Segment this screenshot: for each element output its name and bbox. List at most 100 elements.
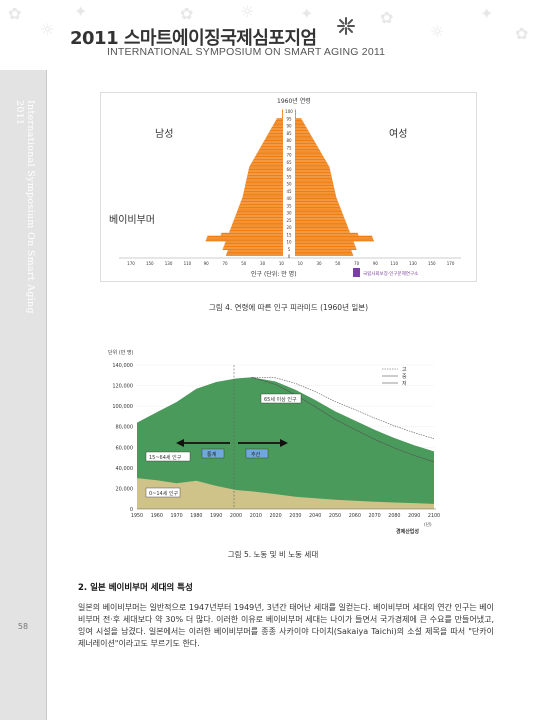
age-tick: 50: [286, 182, 292, 187]
area-x-tick: 2080: [388, 513, 400, 519]
pyramid-bar-male: [206, 237, 283, 239]
pyramid-bar-male: [247, 171, 283, 174]
pyramid-bar-male: [248, 170, 283, 172]
pyramid-bar-female: [295, 126, 307, 129]
age-tick: 35: [286, 203, 292, 208]
pyramid-bar-male: [241, 199, 283, 201]
pyramid-bar-female: [295, 111, 297, 113]
area-x-tick: 1950: [131, 513, 143, 519]
pyramid-bar-male: [243, 192, 283, 194]
pyramid-bar-female: [295, 215, 344, 217]
pyramid-bar-male: [272, 125, 283, 127]
male-label: 남성: [155, 128, 173, 140]
pyramid-bar-female: [295, 155, 324, 158]
header-title: 2011 스마트에이징국제심포지엄: [70, 28, 317, 49]
pyramid-bar-female: [295, 205, 340, 207]
pyramid-bar-female: [295, 144, 317, 146]
pyramid-x-tick: 30: [260, 261, 266, 266]
pyramid-bar-female: [295, 202, 339, 204]
pyramid-bar-male: [264, 140, 283, 142]
pyramid-bar-female: [295, 180, 333, 182]
pyramid-bar-male: [266, 135, 283, 137]
pyramid-bar-female: [295, 134, 311, 136]
sidebar-divider: [46, 70, 47, 720]
pyramid-bar-male: [235, 215, 283, 217]
pyramid-bar-female: [295, 125, 306, 127]
pyramid-bar-female: [295, 179, 333, 181]
pyramid-bar-male: [225, 241, 283, 243]
pyramid-bar-male: [250, 164, 283, 166]
pyramid-bar-female: [295, 192, 336, 194]
section-title: 2. 일본 베이비부머 세대의 특성: [78, 583, 193, 593]
legend-mid: 중: [402, 374, 407, 380]
pyramid-bar-female: [295, 248, 357, 251]
pyramid-bar-female: [295, 231, 350, 233]
area-y-tick: 80,000: [116, 425, 134, 431]
page-number: 58: [17, 622, 29, 631]
pyramid-bar-male: [246, 177, 283, 180]
pyramid-bar-male: [282, 112, 283, 114]
pyramid-bar-female: [295, 119, 303, 122]
area-x-tick: 2050: [329, 513, 341, 519]
arrow-projection-label: 추산: [251, 451, 261, 458]
age-tick: 95: [286, 116, 292, 121]
age-tick: 100: [285, 109, 293, 114]
pyramid-bar-male: [282, 111, 283, 113]
pyramid-bar-female: [295, 109, 297, 111]
pyramid-bar-female: [295, 142, 316, 145]
pyramid-bar-male: [234, 218, 283, 220]
area-x-tick: 2010: [250, 513, 262, 519]
area-y-tick: 60,000: [116, 445, 134, 451]
pyramid-bar-female: [295, 163, 328, 165]
pyramid-bar-female: [295, 195, 336, 197]
area-x-tick: 2060: [349, 513, 361, 519]
pyramid-bar-female: [295, 131, 310, 133]
pyramid-bar-female: [295, 115, 297, 117]
pyramid-x-label: 인구 (단위: 만 명): [251, 270, 297, 278]
pyramid-bar-female: [295, 158, 326, 161]
pyramid-bar-female: [295, 228, 349, 230]
area-y-tick: 120,000: [112, 384, 133, 390]
pyramid-bar-male: [242, 196, 283, 198]
pyramid-bar-male: [239, 203, 283, 206]
pyramid-bar-female: [295, 224, 347, 226]
figure-labor-population: 단위 (만 명) 140,000 120,000 100,000 80,000 60,0…: [106, 345, 440, 535]
area-y-tick: 140,000: [112, 363, 133, 369]
area-x-tick: 2030: [289, 513, 301, 519]
pyramid-bar-male: [224, 242, 283, 245]
label-0-14: 0~14세 인구: [149, 490, 179, 497]
area-x-tick: 2070: [368, 513, 380, 519]
pyramid-bar-male: [246, 179, 283, 181]
legend-high: 고: [402, 367, 407, 373]
age-tick: 0: [288, 254, 291, 259]
pyramid-bar-female: [295, 187, 335, 190]
sidebar: [0, 70, 46, 720]
pyramid-bar-female: [295, 242, 355, 245]
pyramid-x-tick: 90: [373, 261, 379, 266]
age-tick: 85: [286, 131, 292, 136]
pyramid-bar-female: [295, 251, 353, 253]
pyramid-x-tick: 70: [222, 261, 228, 266]
female-label: 여성: [389, 128, 407, 140]
age-tick: 5: [288, 247, 291, 252]
pyramid-bar-male: [255, 155, 283, 158]
pyramid-bar-female: [295, 225, 348, 227]
pyramid-bar-female: [295, 160, 326, 162]
pyramid-bar-female: [295, 232, 358, 235]
pyramid-bar-male: [222, 248, 283, 251]
area-x-ticks: 1950 1960 1970 1980 1990 2000 2010 2020 2030 2040…: [131, 513, 440, 519]
pyramid-bar-female: [295, 124, 305, 126]
pyramid-bar-female: [295, 209, 342, 211]
pyramid-bar-male: [267, 134, 283, 136]
pyramid-bar-female: [295, 250, 352, 252]
pyramid-bar-male: [248, 167, 283, 169]
pyramid-bar-male: [229, 231, 283, 233]
age-tick: 15: [286, 232, 292, 237]
pyramid-bar-female: [295, 135, 312, 137]
age-tick: 25: [286, 218, 292, 223]
area-y-tick: 20,000: [116, 486, 134, 492]
area-source: 경제산업성: [396, 528, 419, 535]
pyramid-bar-female: [295, 177, 333, 180]
pyramid-bar-male: [244, 187, 283, 190]
section-paragraph: 일본의 베이비부머는 일반적으로 1947년부터 1949년, 3년간 태어난 …: [78, 603, 494, 648]
